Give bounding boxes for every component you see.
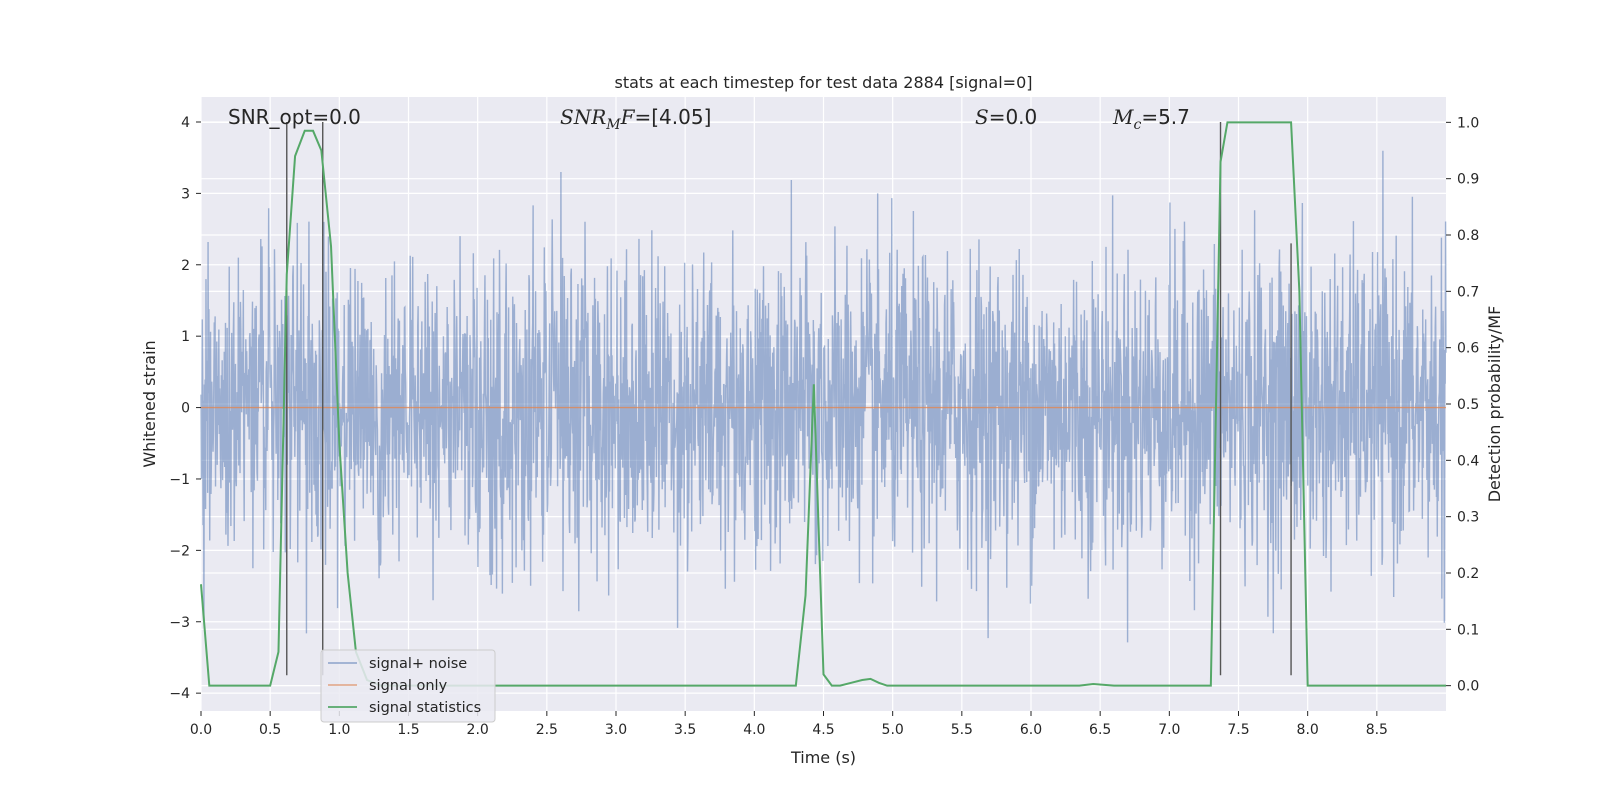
series-signal-statistics [200,121,1446,687]
y-tick-label: −2 [169,543,190,559]
x-tick-label: 2.0 [467,722,489,738]
x-tick-label: 4.5 [812,722,834,738]
y-tick-label: 1 [181,329,190,345]
y2-axis-label: Detection probability/MF [1485,306,1504,503]
y2-tick-label: 1.0 [1457,115,1479,131]
y-tick-label: 3 [181,186,190,202]
x-tick-label: 3.0 [605,722,627,738]
annotation-snr-mf-value: =[4.05] [635,105,712,129]
annotation-mc: Mc=5.7 [1112,105,1190,133]
x-tick-label: 7.5 [1227,722,1249,738]
x-tick-label: 8.0 [1297,722,1319,738]
x-tick-label: 0.0 [190,722,212,738]
legend: signal+ noise signal only signal statist… [320,649,496,723]
y2-tick-label: 0.3 [1457,510,1479,526]
legend-label-signal-statistics: signal statistics [369,700,481,716]
chart-title: stats at each timestep for test data 288… [614,73,1032,92]
x-tick-label: 5.5 [951,722,973,738]
y2-tick-label: 0.1 [1457,622,1479,638]
x-tick-label: 7.0 [1158,722,1180,738]
annotation-mc-value: =5.7 [1141,105,1190,129]
annotation-snr-opt: SNR_opt=0.0 [228,105,361,129]
y2-tick-label: 0.7 [1457,284,1479,300]
y2-tick-label: 0.0 [1457,679,1479,695]
y2-tick-label: 0.2 [1457,566,1479,582]
y-tick-label: 2 [181,258,190,274]
legend-label-signal-noise: signal+ noise [369,656,467,672]
x-tick-label: 2.5 [536,722,558,738]
y-tick-label: −1 [169,472,190,488]
tick-labels: 0.0 0.5 1.0 1.5 2.0 2.5 3.0 3.5 4.0 4.5 5.0 5.5 6.0 6… [169,115,1479,738]
x-tick-label: 4.0 [743,722,765,738]
annotation-mc-sub: c [1133,117,1141,133]
x-axis-label: Time (s) [790,748,856,767]
legend-label-signal-only: signal only [369,678,448,694]
x-tick-label: 0.5 [259,722,281,738]
y2-tick-label: 0.9 [1457,172,1479,188]
annotation-snr-mf-suffix: F [620,105,636,129]
y-tick-label: 0 [181,401,190,417]
x-tick-label: 6.0 [1020,722,1042,738]
annotation-mc-symbol: M [1112,105,1134,129]
annotation-s-symbol: S [975,105,989,129]
y2-tick-label: 0.6 [1457,341,1479,357]
legend-box [320,649,496,723]
y-tick-label: −4 [169,686,190,702]
annotation-snr-mf-sub: M [605,117,621,133]
y2-tick-label: 0.5 [1457,397,1479,413]
y-tick-label: −3 [169,615,190,631]
x-tick-label: 8.5 [1366,722,1388,738]
y2-tick-label: 0.8 [1457,228,1479,244]
x-tick-label: 1.0 [328,722,350,738]
x-tick-label: 6.5 [1089,722,1111,738]
y2-tick-label: 0.4 [1457,453,1479,469]
annotation-s-value: =0.0 [989,105,1038,129]
x-tick-label: 3.5 [674,722,696,738]
annotation-snr-mf-prefix: SNR [560,105,606,129]
y-axis-label: Whitened strain [140,340,159,467]
annotation-s: S=0.0 [975,105,1037,129]
y-tick-label: 4 [181,115,190,131]
x-tick-label: 5.0 [882,722,904,738]
annotation-snr-mf: SNRMF=[4.05] [560,105,711,133]
x-tick-label: 1.5 [397,722,419,738]
signal-statistics-line [200,121,1446,687]
